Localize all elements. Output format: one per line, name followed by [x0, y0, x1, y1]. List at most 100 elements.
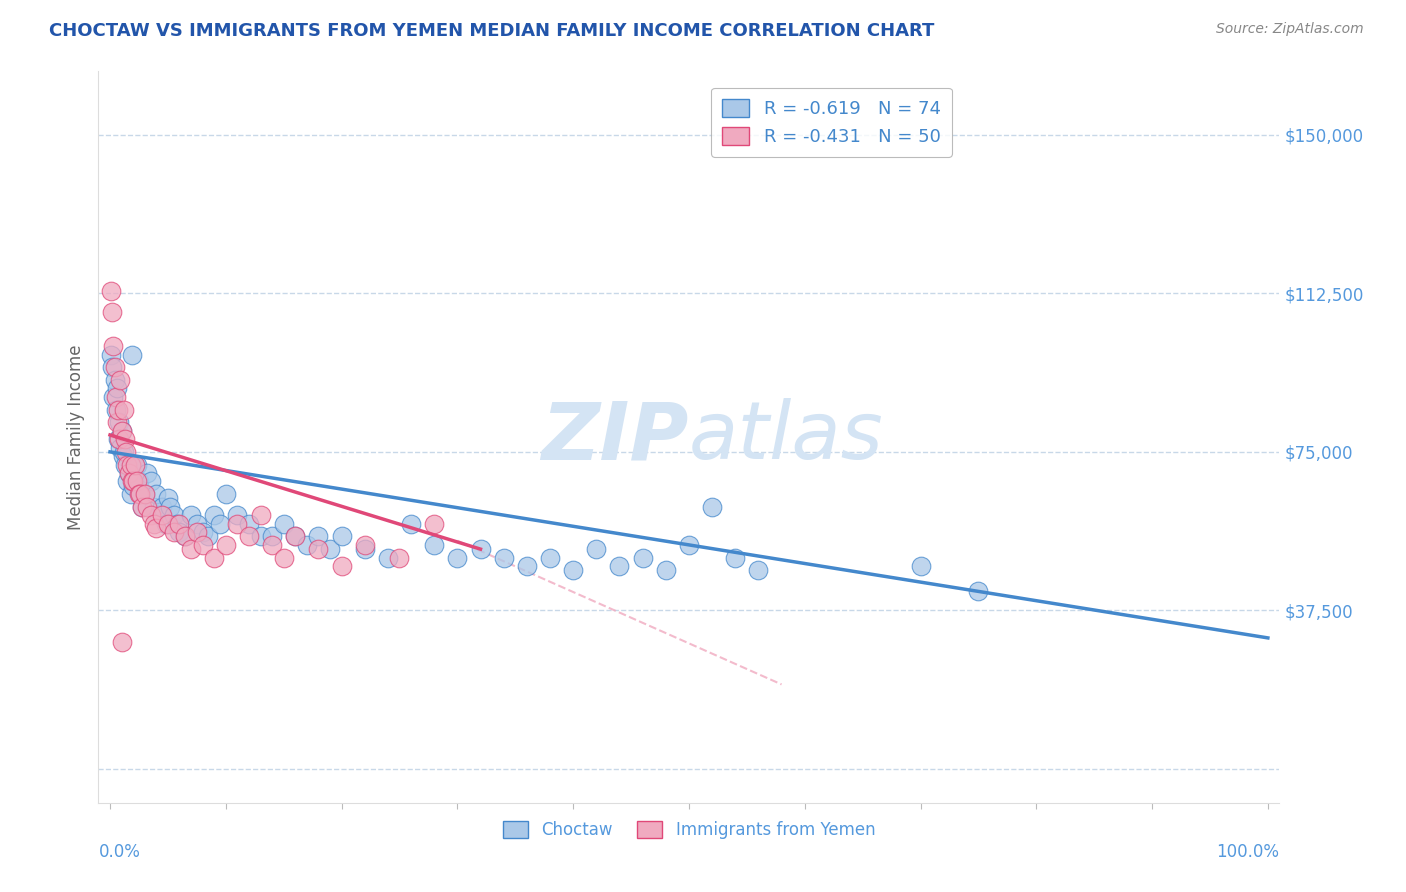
- Point: [226, 508, 249, 523]
- Point: [148, 508, 170, 523]
- Text: Source: ZipAtlas.com: Source: ZipAtlas.com: [1216, 22, 1364, 37]
- Point: [724, 550, 747, 565]
- Point: [423, 538, 446, 552]
- Point: [538, 550, 561, 565]
- Point: [307, 542, 329, 557]
- Point: [169, 516, 191, 531]
- Point: [112, 445, 135, 459]
- Point: [117, 466, 139, 480]
- Point: [678, 538, 700, 552]
- Point: [155, 516, 177, 531]
- Point: [110, 373, 132, 387]
- Point: [103, 390, 125, 404]
- Point: [105, 415, 128, 429]
- Point: [423, 516, 446, 531]
- Point: [470, 542, 492, 557]
- Point: [136, 466, 159, 480]
- Point: [117, 475, 139, 489]
- Point: [124, 458, 146, 472]
- Point: [107, 432, 129, 446]
- Point: [238, 529, 260, 543]
- Point: [101, 360, 124, 375]
- Point: [134, 487, 156, 501]
- Point: [136, 500, 159, 514]
- Point: [399, 516, 422, 531]
- Point: [145, 487, 167, 501]
- Point: [129, 487, 152, 501]
- Point: [111, 449, 134, 463]
- Point: [128, 475, 150, 489]
- Point: [114, 458, 136, 472]
- Point: [100, 284, 122, 298]
- Point: [104, 390, 127, 404]
- Point: [353, 542, 375, 557]
- Point: [134, 487, 156, 501]
- Point: [186, 525, 208, 540]
- Point: [215, 538, 238, 552]
- Point: [124, 458, 146, 472]
- Point: [655, 563, 678, 577]
- Legend: Choctaw, Immigrants from Yemen: Choctaw, Immigrants from Yemen: [496, 814, 882, 846]
- Point: [143, 500, 166, 514]
- Point: [174, 529, 197, 543]
- Point: [330, 529, 353, 543]
- Point: [112, 402, 135, 417]
- Point: [180, 542, 202, 557]
- Point: [125, 458, 148, 472]
- Point: [110, 424, 132, 438]
- Point: [284, 529, 307, 543]
- Point: [180, 508, 202, 523]
- Point: [631, 550, 654, 565]
- Point: [191, 538, 214, 552]
- Point: [129, 487, 152, 501]
- Point: [108, 432, 131, 446]
- Point: [747, 563, 769, 577]
- Point: [262, 529, 284, 543]
- Point: [121, 348, 143, 362]
- Point: [163, 525, 186, 540]
- Point: [191, 525, 214, 540]
- Point: [108, 415, 131, 429]
- Point: [585, 542, 607, 557]
- Point: [139, 508, 162, 523]
- Point: [238, 516, 260, 531]
- Point: [353, 538, 375, 552]
- Point: [330, 559, 353, 574]
- Point: [197, 529, 219, 543]
- Point: [174, 529, 197, 543]
- Point: [114, 432, 136, 446]
- Point: [226, 516, 249, 531]
- Point: [202, 550, 225, 565]
- Point: [516, 559, 538, 574]
- Point: [186, 516, 208, 531]
- Point: [609, 559, 631, 574]
- Text: 100.0%: 100.0%: [1216, 843, 1279, 861]
- Point: [121, 475, 143, 489]
- Point: [307, 529, 329, 543]
- Point: [100, 348, 122, 362]
- Point: [202, 508, 225, 523]
- Point: [273, 516, 295, 531]
- Text: 0.0%: 0.0%: [98, 843, 141, 861]
- Point: [249, 508, 271, 523]
- Point: [166, 516, 188, 531]
- Point: [104, 360, 127, 375]
- Point: [249, 529, 271, 543]
- Point: [117, 466, 139, 480]
- Point: [104, 373, 127, 387]
- Point: [122, 479, 145, 493]
- Y-axis label: Median Family Income: Median Family Income: [66, 344, 84, 530]
- Point: [110, 635, 132, 649]
- Point: [150, 508, 173, 523]
- Point: [107, 402, 129, 417]
- Text: ZIP: ZIP: [541, 398, 689, 476]
- Point: [156, 516, 179, 531]
- Point: [169, 525, 191, 540]
- Point: [104, 402, 127, 417]
- Point: [131, 500, 153, 514]
- Point: [910, 559, 932, 574]
- Point: [122, 475, 145, 489]
- Point: [101, 305, 124, 319]
- Point: [967, 584, 990, 599]
- Point: [208, 516, 231, 531]
